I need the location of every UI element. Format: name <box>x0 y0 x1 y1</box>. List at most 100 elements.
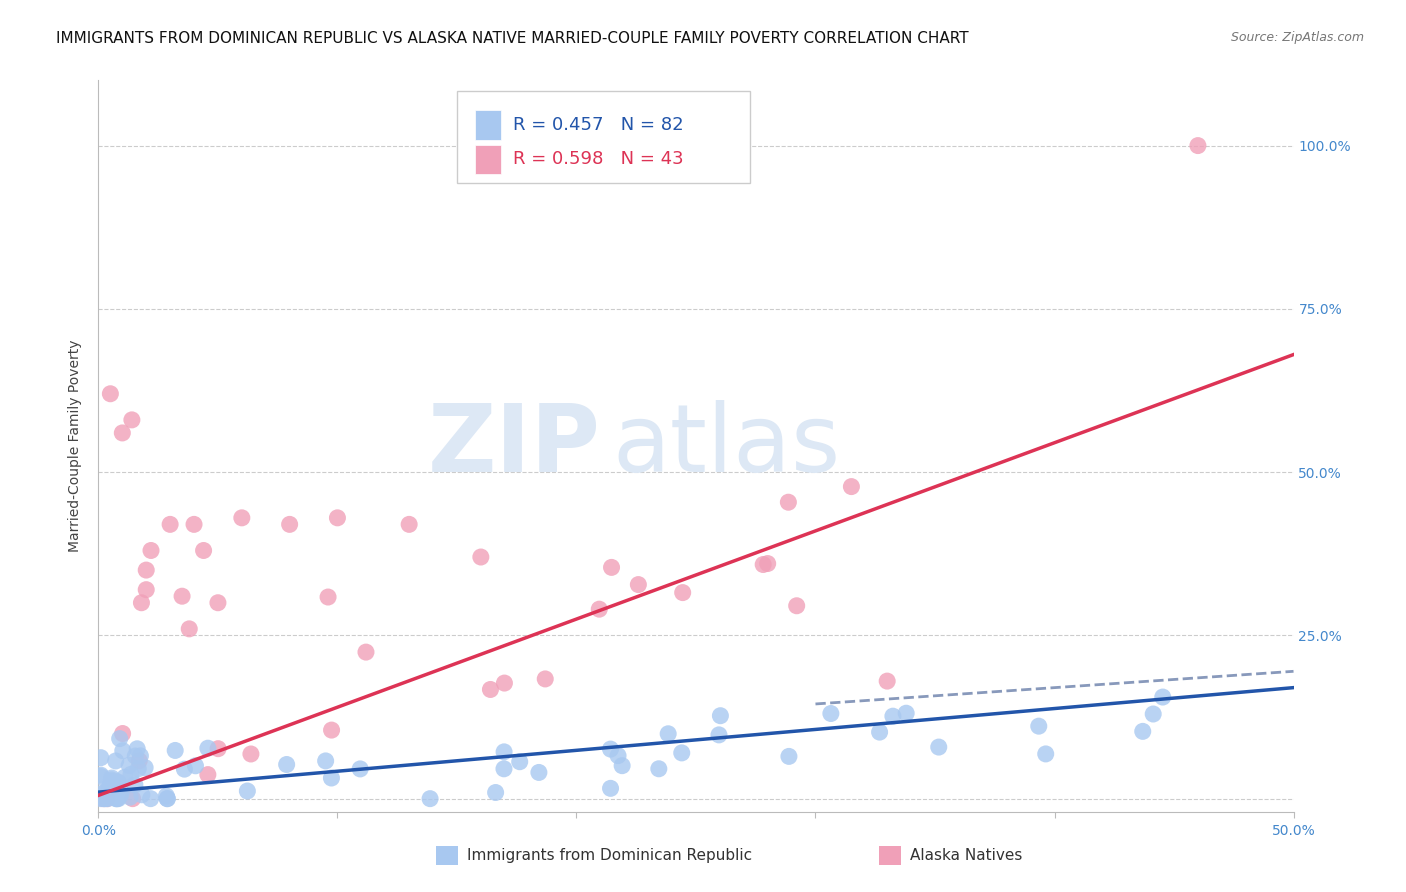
Point <box>91 786 114 800</box>
Point <box>98 780 121 795</box>
Point <box>841 480 863 494</box>
Point <box>326 511 349 525</box>
Point <box>494 745 516 759</box>
Point <box>107 791 129 805</box>
Text: IMMIGRANTS FROM DOMINICAN REPUBLIC VS ALASKA NATIVE MARRIED-COUPLE FAMILY POVERT: IMMIGRANTS FROM DOMINICAN REPUBLIC VS AL… <box>56 31 969 46</box>
Point <box>98 386 122 401</box>
Point <box>354 645 377 659</box>
Text: R = 0.598   N = 43: R = 0.598 N = 43 <box>513 150 683 169</box>
Text: atlas: atlas <box>613 400 841 492</box>
Point <box>527 765 550 780</box>
Point <box>156 791 179 805</box>
Point <box>479 682 502 697</box>
Point <box>110 788 132 802</box>
Point <box>183 517 205 532</box>
Point <box>882 709 904 723</box>
Point <box>93 791 115 805</box>
Point <box>193 543 215 558</box>
Point <box>607 748 630 763</box>
Point <box>135 563 157 577</box>
Point <box>321 771 343 785</box>
Point <box>139 791 162 805</box>
Point <box>90 791 112 805</box>
Point <box>278 517 301 532</box>
Point <box>93 791 115 805</box>
Point <box>131 788 153 802</box>
Point <box>316 590 339 604</box>
Point <box>101 775 124 789</box>
Point <box>1028 719 1050 733</box>
Point <box>114 770 136 784</box>
Text: ZIP: ZIP <box>427 400 600 492</box>
FancyBboxPatch shape <box>457 91 749 183</box>
Point <box>184 759 207 773</box>
Y-axis label: Married-Couple Family Poverty: Married-Couple Family Poverty <box>69 340 83 552</box>
Point <box>492 762 515 776</box>
Point <box>90 768 112 782</box>
Point <box>419 791 441 805</box>
Point <box>118 758 141 772</box>
Point <box>197 741 219 756</box>
Point <box>108 731 131 746</box>
Point <box>97 789 120 803</box>
Point <box>470 549 492 564</box>
Point <box>671 746 693 760</box>
Point <box>778 749 800 764</box>
Point <box>100 777 122 791</box>
Point <box>104 781 127 796</box>
Point <box>207 596 229 610</box>
Point <box>1187 138 1209 153</box>
Point <box>876 674 898 689</box>
Point <box>90 770 112 784</box>
Point <box>657 727 679 741</box>
Bar <box>475 111 501 139</box>
Point <box>121 791 143 805</box>
Point <box>121 413 143 427</box>
Point <box>97 791 120 805</box>
Point <box>172 589 194 603</box>
Point <box>101 774 124 789</box>
Point <box>110 785 132 799</box>
Point <box>107 776 129 790</box>
Point <box>131 596 153 610</box>
Point <box>197 767 219 781</box>
Point <box>159 517 181 532</box>
Point <box>752 558 775 572</box>
Point <box>105 791 128 805</box>
Point <box>588 602 610 616</box>
Point <box>231 511 253 525</box>
Point <box>1142 706 1164 721</box>
Point <box>96 789 118 803</box>
Point <box>600 560 623 574</box>
Point <box>599 742 621 756</box>
Point <box>398 517 420 532</box>
Point <box>236 784 259 798</box>
Point <box>128 754 150 768</box>
Point <box>648 762 671 776</box>
Point <box>155 789 177 803</box>
Point <box>207 741 229 756</box>
Point <box>124 749 146 764</box>
Point <box>135 582 157 597</box>
Point <box>820 706 842 721</box>
Point <box>1152 690 1174 704</box>
Point <box>349 762 371 776</box>
Text: Alaska Natives: Alaska Natives <box>910 848 1022 863</box>
Point <box>107 775 129 789</box>
Point <box>94 785 117 799</box>
Point <box>928 740 950 755</box>
Point <box>127 741 149 756</box>
Text: Immigrants from Dominican Republic: Immigrants from Dominican Republic <box>467 848 752 863</box>
Point <box>165 743 187 757</box>
Point <box>120 790 142 805</box>
Point <box>100 772 122 787</box>
Text: R = 0.457   N = 82: R = 0.457 N = 82 <box>513 116 683 134</box>
Point <box>94 791 117 805</box>
Point <box>709 708 731 723</box>
Point <box>239 747 262 761</box>
Point <box>321 723 343 737</box>
Bar <box>475 145 501 174</box>
Point <box>494 676 516 690</box>
Text: Source: ZipAtlas.com: Source: ZipAtlas.com <box>1230 31 1364 45</box>
Point <box>156 791 179 805</box>
